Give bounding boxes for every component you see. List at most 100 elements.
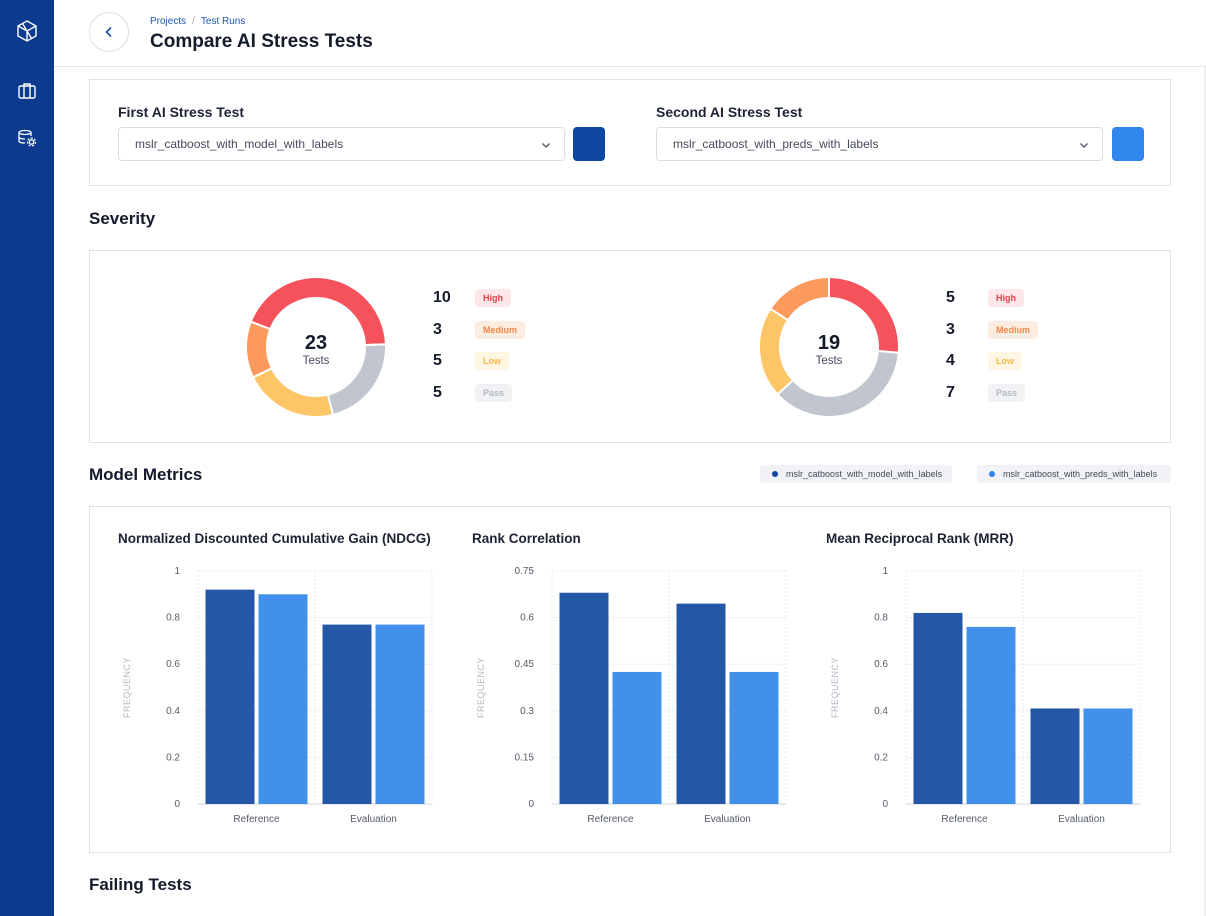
legend-label: mslr_catboost_with_model_with_labels	[786, 469, 943, 479]
model-metrics-title: Model Metrics	[89, 465, 203, 484]
severity-panel: 23 Tests 10 High 3 Medium 5 Low 5 Pass 19 Tests…	[89, 250, 1171, 443]
rank-correlation-chart: 0 0.15 0.3 0.45 0.6 0.75 FREQUENCY Reference Eva…	[476, 566, 787, 825]
y-axis-label: FREQUENCY	[122, 657, 132, 718]
first-test-select[interactable]: mslr_catboost_with_model_with_labels	[118, 127, 565, 161]
y-tick-label: 0.45	[515, 659, 535, 670]
severity-badge-pass: Pass	[988, 383, 1026, 402]
donut-slice-high[interactable]	[249, 276, 387, 347]
tests-unit-second: Tests	[815, 355, 843, 367]
x-tick-label: Reference	[587, 814, 634, 825]
bar-reference-series-2[interactable]	[612, 671, 662, 804]
legend-item-first: mslr_catboost_with_model_with_labels	[760, 465, 953, 483]
chevron-left-icon	[105, 27, 112, 37]
breadcrumb-projects-link[interactable]: Projects	[150, 16, 187, 27]
second-test-select[interactable]: mslr_catboost_with_preds_with_labels	[656, 127, 1103, 161]
donut-slice-low[interactable]	[251, 366, 335, 418]
tests-unit-first: Tests	[302, 355, 330, 367]
severity-row-pass: 5 Pass	[433, 383, 513, 402]
total-tests-second: 19	[817, 332, 841, 354]
severity-badge-medium: Medium	[475, 320, 526, 339]
severity-count: 4	[946, 352, 955, 369]
chart-title-mrr: Mean Reciprocal Rank (MRR)	[826, 531, 1014, 546]
failing-tests-title: Failing Tests	[89, 875, 192, 894]
y-tick-label: 0.75	[515, 566, 535, 577]
y-tick-label: 0.8	[166, 613, 180, 624]
y-tick-label: 0.6	[520, 613, 534, 624]
bar-evaluation-series-1[interactable]	[1030, 708, 1080, 804]
y-tick-label: 0.4	[166, 706, 180, 717]
chart-title-rank-correlation: Rank Correlation	[472, 531, 581, 546]
bar-reference-series-2[interactable]	[258, 594, 308, 804]
mrr-chart: 0 0.2 0.4 0.6 0.8 1 FREQUENCY Reference Evaluati…	[830, 566, 1141, 825]
legend-item-second: mslr_catboost_with_preds_with_labels	[977, 465, 1171, 483]
second-test-label: Second AI Stress Test	[656, 104, 803, 120]
y-tick-label: 0	[882, 799, 888, 810]
logo-icon[interactable]	[15, 19, 39, 43]
total-tests-first: 23	[304, 332, 328, 354]
severity-badge-medium: Medium	[988, 320, 1039, 339]
severity-row-medium: 3 Medium	[946, 320, 1039, 339]
y-tick-label: 1	[882, 566, 888, 577]
severity-count: 3	[433, 320, 442, 338]
severity-row-pass: 7 Pass	[946, 383, 1026, 402]
bar-reference-series-2[interactable]	[966, 626, 1016, 804]
severity-donut-first	[245, 276, 387, 418]
back-button[interactable]	[89, 12, 129, 52]
first-test-label: First AI Stress Test	[118, 104, 245, 120]
bar-reference-series-1[interactable]	[913, 612, 963, 804]
chevron-down-icon	[542, 143, 550, 148]
bar-evaluation-series-2[interactable]	[1083, 708, 1133, 804]
y-tick-label: 0.2	[874, 752, 888, 763]
metrics-panel: Normalized Discounted Cumulative Gain (N…	[89, 506, 1171, 853]
donut-slice-low[interactable]	[758, 307, 795, 396]
severity-badge-low: Low	[988, 352, 1022, 370]
page-title: Compare AI Stress Tests	[150, 31, 373, 52]
severity-badge-high: High	[475, 289, 511, 307]
severity-donut-second	[758, 276, 900, 418]
severity-badge-pass: Pass	[475, 383, 513, 402]
severity-title: Severity	[89, 209, 156, 228]
second-test-select-value: mslr_catboost_with_preds_with_labels	[673, 137, 879, 151]
severity-row-high: 5 High	[946, 289, 1024, 307]
briefcase-icon[interactable]	[15, 79, 39, 103]
bar-evaluation-series-2[interactable]	[729, 671, 779, 804]
bar-reference-series-1[interactable]	[205, 589, 255, 804]
y-tick-label: 0.4	[874, 706, 888, 717]
scrollbar-track[interactable]	[1204, 67, 1206, 916]
first-test-select-value: mslr_catboost_with_model_with_labels	[135, 137, 344, 151]
y-tick-label: 0	[528, 799, 534, 810]
donut-center-first: 23 Tests	[276, 332, 356, 368]
x-tick-label: Evaluation	[1058, 814, 1105, 825]
legend-dot	[772, 471, 778, 477]
database-settings-icon[interactable]	[15, 126, 39, 150]
bar-evaluation-series-1[interactable]	[676, 603, 726, 804]
legend-dot	[989, 471, 995, 477]
severity-badge-high: High	[988, 289, 1024, 307]
severity-count: 5	[433, 383, 442, 401]
y-tick-label: 0.6	[166, 659, 180, 670]
page-header: Projects / Test Runs Compare AI Stress T…	[54, 0, 1206, 67]
first-test-color-button[interactable]	[573, 127, 605, 161]
breadcrumb-test-runs-link[interactable]: Test Runs	[200, 16, 246, 27]
y-tick-label: 0.6	[874, 659, 888, 670]
severity-row-low: 4 Low	[946, 352, 1022, 370]
y-tick-label: 0.2	[166, 752, 180, 763]
x-tick-label: Evaluation	[350, 814, 397, 825]
severity-count: 7	[946, 383, 955, 401]
y-axis-label: FREQUENCY	[476, 657, 486, 718]
y-tick-label: 1	[174, 566, 180, 577]
y-tick-label: 0	[174, 799, 180, 810]
donut-center-second: 19 Tests	[789, 332, 869, 368]
bar-evaluation-series-2[interactable]	[375, 624, 425, 804]
second-test-color-button[interactable]	[1112, 127, 1144, 161]
severity-count: 5	[946, 289, 955, 306]
bar-evaluation-series-1[interactable]	[322, 624, 372, 804]
donut-slice-medium[interactable]	[769, 276, 830, 322]
y-tick-label: 0.8	[874, 613, 888, 624]
bar-reference-series-1[interactable]	[559, 592, 609, 804]
donut-slice-medium[interactable]	[245, 320, 274, 379]
legend-label: mslr_catboost_with_preds_with_labels	[1003, 469, 1158, 479]
y-tick-label: 0.15	[515, 752, 535, 763]
y-tick-label: 0.3	[520, 706, 534, 717]
severity-count: 3	[946, 320, 955, 338]
